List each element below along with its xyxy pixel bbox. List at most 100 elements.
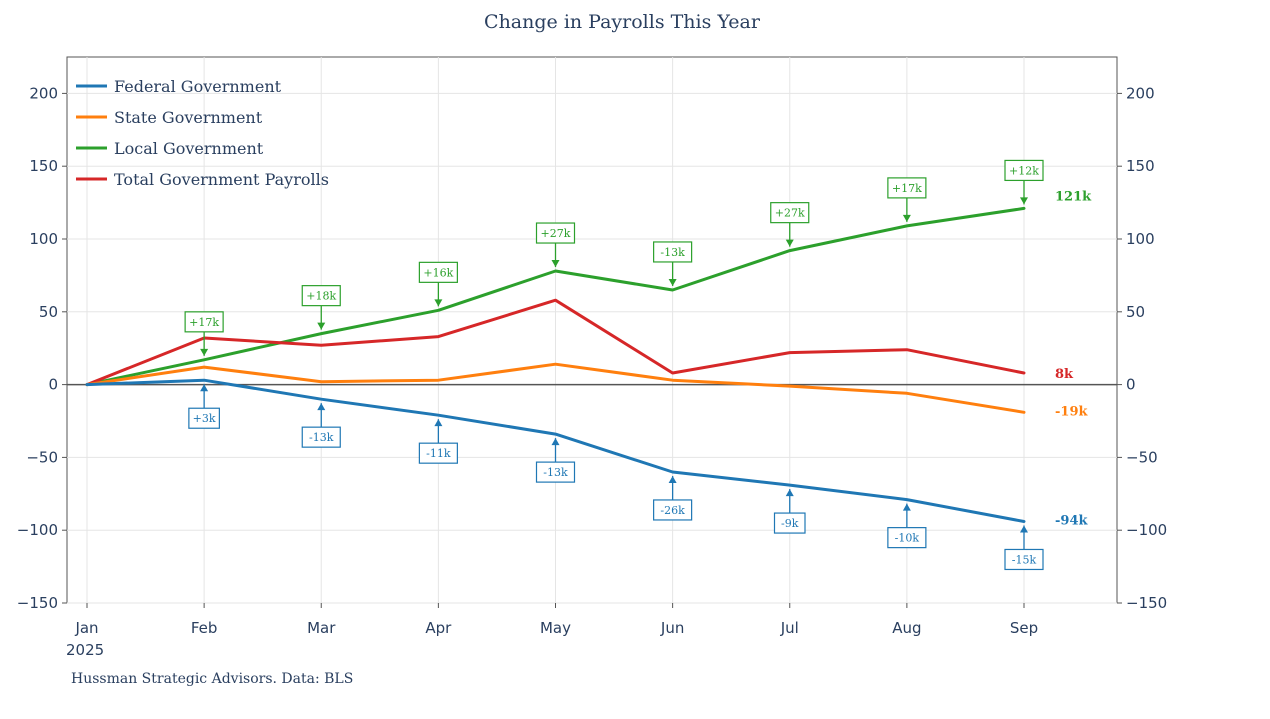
annotation-arrowhead <box>785 489 794 497</box>
x-tick-label: Jun <box>660 619 684 637</box>
annotation-arrowhead <box>200 384 209 392</box>
annotation-label: +12k <box>1009 164 1039 177</box>
x-tick-label: Sep <box>1010 619 1038 637</box>
y-tick-label-left: 200 <box>29 84 58 102</box>
annotation: -9k <box>773 489 806 534</box>
annotation-layer: +3k -13k -11k -13k -26k -9k -10k -15k +17k +18k +1… <box>184 159 1044 571</box>
y-tick-label-right: −50 <box>1126 448 1158 466</box>
annotation: -26k <box>653 475 693 521</box>
legend: Federal Government State Government Local … <box>76 77 329 189</box>
series-layer <box>85 206 1026 523</box>
x-year-label: 2025 <box>66 641 104 659</box>
legend-label: Federal Government <box>114 77 282 96</box>
annotation-box <box>184 311 224 333</box>
annotation: +27k <box>535 222 576 268</box>
annotation-arrowhead <box>200 348 209 356</box>
annotation-label: +3k <box>193 412 216 425</box>
annotation-label: +27k <box>775 207 805 220</box>
annotation-arrowhead <box>668 475 677 483</box>
annotation-label: +16k <box>423 266 453 279</box>
annotation-arrowhead <box>551 260 560 268</box>
annotation-label: +17k <box>892 182 922 195</box>
end-label: 121k <box>1055 189 1092 204</box>
annotation: -13k <box>301 403 341 448</box>
annotation-box <box>887 527 927 549</box>
chart-title: Change in Payrolls This Year <box>484 11 761 33</box>
annotation-arrowhead <box>785 239 794 247</box>
annotation-arrowhead <box>434 419 443 427</box>
annotation: -10k <box>887 503 927 549</box>
end-label: -19k <box>1055 404 1088 419</box>
annotation-arrowhead <box>317 322 326 330</box>
grid-layer <box>67 57 1117 604</box>
x-tick-label: Jul <box>780 619 799 637</box>
annotation: -15k <box>1004 525 1044 571</box>
annotation: +18k <box>301 285 341 330</box>
legend-label: State Government <box>114 108 263 127</box>
annotation-box <box>188 407 220 429</box>
annotation-box <box>653 241 693 263</box>
annotation: -13k <box>535 438 576 483</box>
annotation-label: -9k <box>781 517 799 530</box>
annotation-label: -11k <box>426 447 451 460</box>
annotation-arrowhead <box>902 214 911 222</box>
annotation-label: -13k <box>543 466 568 479</box>
x-tick-label: May <box>540 619 571 637</box>
annotation-box <box>418 261 458 283</box>
y-tick-label-left: −50 <box>26 448 58 466</box>
annotation-label: +27k <box>541 227 571 240</box>
annotation: -13k <box>653 241 693 286</box>
annotation: +16k <box>418 261 458 307</box>
annotation-box <box>301 426 341 448</box>
series-line-state-government <box>85 362 1026 414</box>
annotation-label: -15k <box>1012 553 1037 566</box>
x-tick-label: Feb <box>191 619 218 637</box>
annotation: -11k <box>418 419 458 464</box>
annotation: +27k <box>770 202 810 247</box>
annotation: +17k <box>184 311 224 356</box>
y-tick-label-right: 100 <box>1126 230 1155 248</box>
annotation-box <box>1004 159 1044 182</box>
annotation-box <box>535 222 576 244</box>
source-note: Hussman Strategic Advisors. Data: BLS <box>71 671 353 687</box>
annotation-label: +18k <box>306 290 336 303</box>
annotation-label: -13k <box>309 431 334 444</box>
annotation: +3k <box>188 384 220 429</box>
annotation-arrowhead <box>1020 197 1028 205</box>
annotation-arrowhead <box>317 403 326 411</box>
x-tick-label: Jan <box>74 619 98 637</box>
annotation-box <box>770 202 810 224</box>
y-tick-label-left: −100 <box>17 521 58 539</box>
annotation: +17k <box>887 177 927 222</box>
annotation-box <box>653 499 693 521</box>
annotation-arrowhead <box>1020 525 1028 533</box>
annotation-label: +17k <box>189 316 219 329</box>
annotation-label: -10k <box>895 532 920 545</box>
annotation-arrowhead <box>551 438 560 446</box>
legend-label: Total Government Payrolls <box>114 170 329 189</box>
annotation-box <box>1004 548 1044 571</box>
annotation-arrowhead <box>434 299 443 307</box>
end-label: -94k <box>1055 513 1088 528</box>
y-tick-label-left: 50 <box>39 303 58 321</box>
y-tick-label-left: 100 <box>29 230 58 248</box>
y-tick-label-left: −150 <box>17 594 58 612</box>
legend-label: Local Government <box>114 139 264 158</box>
y-tick-label-right: −150 <box>1126 594 1167 612</box>
y-tick-label-left: 0 <box>48 376 58 394</box>
x-tick-label: Apr <box>425 619 452 637</box>
annotation: +12k <box>1004 159 1044 205</box>
end-label-layer: -94k -19k 121k 8k <box>1055 189 1092 528</box>
annotation-label: -13k <box>660 246 685 259</box>
series-line-federal-government <box>85 378 1026 523</box>
y-tick-label-right: 200 <box>1126 84 1155 102</box>
end-label: 8k <box>1055 367 1074 382</box>
annotation-box <box>887 177 927 199</box>
y-tick-label-right: 50 <box>1126 303 1145 321</box>
y-tick-label-right: −100 <box>1126 521 1167 539</box>
series-line-total-government-payrolls <box>85 298 1026 387</box>
series-line-local-government <box>85 206 1026 387</box>
annotation-box <box>418 442 458 464</box>
annotation-arrowhead <box>668 278 677 286</box>
